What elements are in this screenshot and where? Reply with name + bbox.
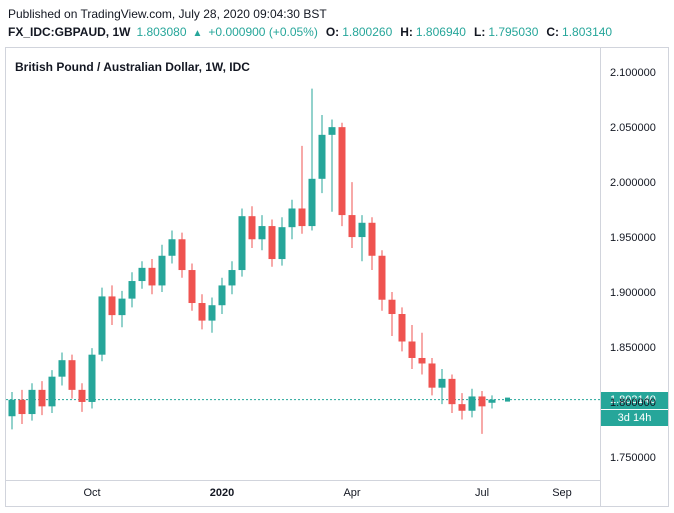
- candle-down: [148, 259, 156, 295]
- candle-up: [318, 115, 326, 194]
- candle-down: [188, 263, 196, 311]
- candle-down: [478, 390, 486, 434]
- countdown-label: 3d 14h: [601, 409, 668, 426]
- candle-up: [358, 215, 366, 262]
- candle-up: [28, 383, 36, 421]
- candle-down: [108, 285, 116, 326]
- ohlc-label: O:: [325, 25, 340, 39]
- candle-down: [418, 332, 426, 375]
- candle-up: [488, 395, 496, 409]
- candle-up: [328, 119, 336, 212]
- plot-area[interactable]: British Pound / Australian Dollar, 1W, I…: [6, 48, 600, 480]
- candle-down: [178, 232, 186, 278]
- candle-down: [38, 381, 46, 416]
- candle-down: [198, 294, 206, 330]
- candle-up: [118, 290, 126, 328]
- price-change: +0.000900 (+0.05%): [208, 25, 318, 39]
- candle-down: [398, 307, 406, 352]
- time-axis-label: 2020: [209, 487, 235, 499]
- candle-up: [138, 261, 146, 289]
- candle-down: [378, 250, 386, 311]
- price-axis-label: 1.900000: [610, 287, 656, 300]
- ohlc-label: L:: [473, 25, 486, 39]
- candle-down: [368, 217, 376, 271]
- candle-up: [48, 370, 56, 413]
- ohlc-label: C:: [546, 25, 560, 39]
- price-label: 1.803140: [601, 391, 668, 409]
- time-axis-label: Oct: [83, 487, 101, 499]
- candle-down: [78, 383, 86, 412]
- price-axis-label: 1.850000: [610, 342, 656, 355]
- candle-up: [258, 215, 266, 251]
- candle-up: [308, 88, 316, 231]
- price-axis-label: 2.100000: [610, 67, 656, 80]
- time-axis-label: Jul: [474, 487, 490, 499]
- symbol-quote-line: FX_IDC:GBPAUD, 1W 1.803080 ▲ +0.000900 (…: [8, 25, 612, 39]
- price-axis-label: 2.050000: [610, 122, 656, 135]
- candle-down: [268, 219, 276, 267]
- candles-svg: [6, 88, 600, 434]
- candle-up: [288, 199, 296, 240]
- axis-separator-horizontal: [6, 480, 600, 481]
- candle-up: [168, 230, 176, 264]
- candle-up: [468, 388, 476, 418]
- candle-down: [448, 374, 456, 413]
- time-axis[interactable]: Oct 2020 Apr Jul Sep: [6, 481, 600, 506]
- price-axis[interactable]: 1.803140 3d 14h 2.100000 2.050000 2.000000…: [601, 48, 668, 480]
- ohlc-value: 1.795030: [488, 25, 539, 39]
- up-arrow-icon: ▲: [192, 28, 203, 39]
- ohlc-value: 1.803140: [562, 25, 613, 39]
- candle-up: [238, 208, 246, 277]
- candle-down: [298, 145, 306, 234]
- candle-up: [128, 272, 136, 308]
- candle-up: [208, 297, 216, 333]
- candle-down: [248, 206, 256, 249]
- candle-up: [98, 287, 106, 362]
- candle-up: [88, 348, 96, 409]
- candle-down: [338, 122, 346, 227]
- chart-container: British Pound / Australian Dollar, 1W, I…: [5, 47, 669, 507]
- time-axis-label: Apr: [343, 487, 361, 499]
- candle-down: [428, 357, 436, 396]
- candle-up: [228, 261, 236, 295]
- candle-up: [158, 244, 166, 293]
- candle-up: [218, 277, 226, 315]
- price-axis-label: 1.750000: [610, 452, 656, 464]
- candle-up: [8, 392, 16, 430]
- axis-separator-vertical: [600, 48, 601, 506]
- candle-up: [278, 217, 286, 266]
- price-axis-label: 1.800000: [610, 397, 656, 410]
- symbol-name: FX_IDC:GBPAUD, 1W: [8, 25, 131, 39]
- candle-down: [348, 182, 356, 249]
- time-axis-label: Sep: [552, 487, 572, 499]
- last-price-marker: [505, 397, 510, 402]
- price-axis-label: 2.000000: [610, 177, 656, 190]
- candle-down: [458, 393, 466, 420]
- candle-up: [58, 352, 66, 386]
- candle-down: [68, 354, 76, 399]
- candle-down: [388, 292, 396, 336]
- ohlc-value: 1.800260: [342, 25, 393, 39]
- candle-down: [408, 325, 416, 369]
- ohlc-value: 1.806940: [415, 25, 466, 39]
- candle-up: [438, 368, 446, 405]
- ohlc-values: O: 1.800260 H: 1.806940 L: 1.795030 C: 1.803140: [318, 25, 612, 39]
- price-axis-label: 1.950000: [610, 232, 656, 245]
- published-line: Published on TradingView.com, July 28, 2…: [8, 7, 327, 21]
- last-price: 1.803080: [136, 25, 187, 39]
- chart-title: British Pound / Australian Dollar, 1W, I…: [15, 60, 250, 74]
- ohlc-label: H:: [400, 25, 413, 39]
- candle-down: [18, 389, 26, 424]
